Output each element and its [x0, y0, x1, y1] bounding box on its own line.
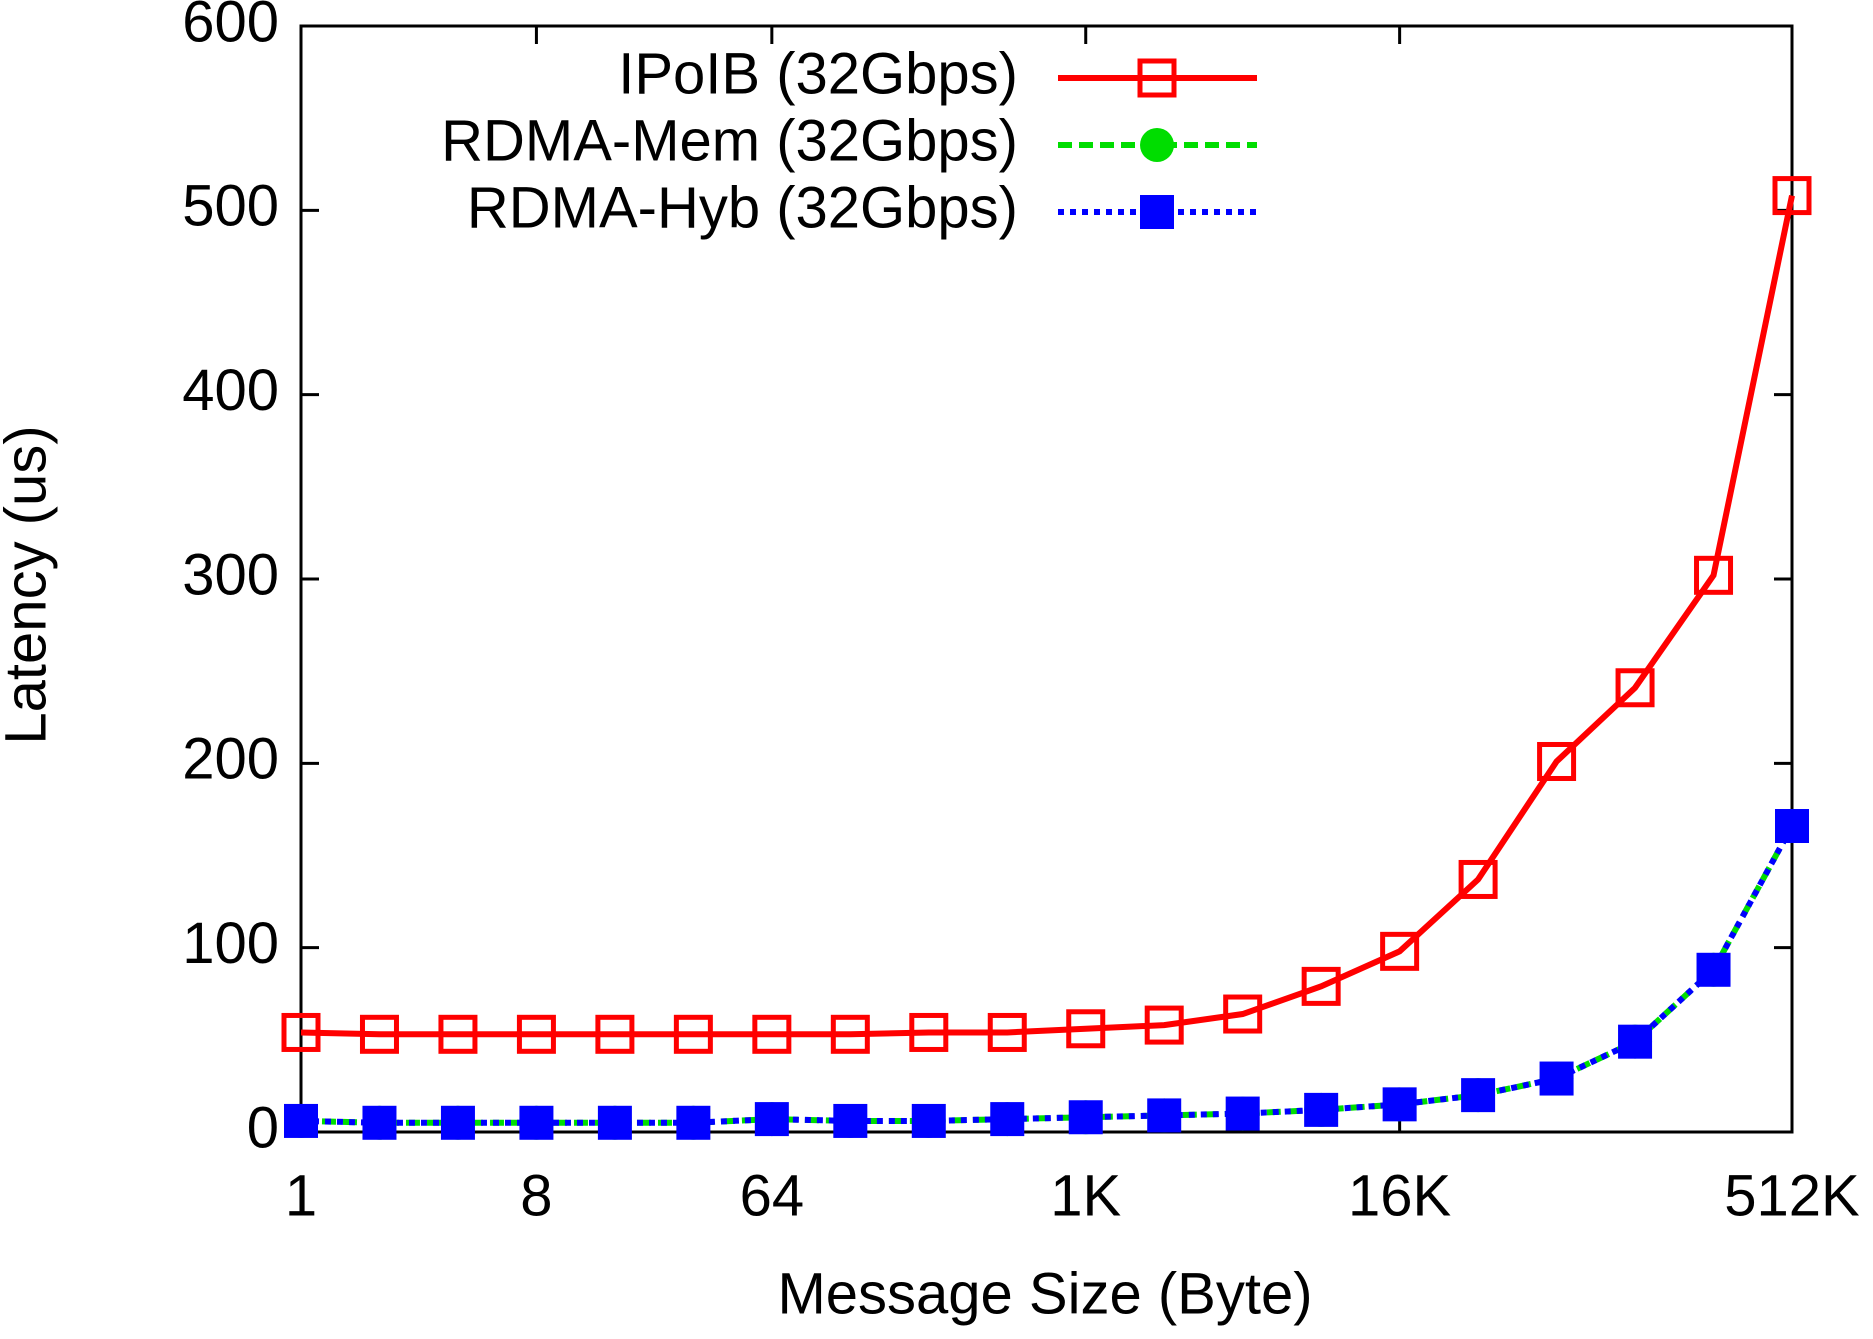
x-axis-label: Message Size (Byte)	[777, 1261, 1312, 1326]
marker	[673, 1014, 713, 1054]
marker	[284, 1103, 318, 1138]
legend-label: RDMA-Mem (32Gbps)	[441, 108, 1018, 173]
legend-marker	[1137, 58, 1177, 98]
x-tick-label: 512K	[1724, 1163, 1860, 1228]
y-tick-label: 500	[182, 174, 279, 239]
marker	[676, 1105, 711, 1140]
x-tick-label: 16K	[1348, 1163, 1452, 1228]
marker	[1458, 859, 1498, 899]
marker	[1066, 1009, 1106, 1049]
marker	[1537, 741, 1577, 781]
marker	[1461, 1078, 1496, 1113]
marker	[1615, 668, 1655, 708]
legend-marker	[1140, 128, 1174, 162]
marker	[1301, 966, 1341, 1006]
marker	[516, 1014, 556, 1054]
x-tick-label: 1	[285, 1163, 317, 1228]
marker	[1772, 176, 1812, 216]
y-tick-label: 100	[182, 911, 279, 976]
marker	[752, 1014, 792, 1054]
y-tick-label: 200	[182, 727, 279, 792]
marker	[754, 1102, 789, 1137]
series-line	[300, 194, 1795, 1038]
legend-marker	[1140, 195, 1174, 229]
marker	[1696, 952, 1731, 987]
marker	[1068, 1100, 1103, 1135]
marker	[1694, 555, 1734, 595]
marker	[359, 1014, 399, 1054]
marker	[438, 1014, 478, 1054]
marker	[362, 1105, 397, 1140]
x-tick-label: 64	[740, 1163, 805, 1228]
marker	[1223, 994, 1263, 1034]
marker	[1147, 1098, 1182, 1133]
marker	[281, 1012, 321, 1052]
marker	[1775, 809, 1809, 844]
marker	[987, 1012, 1027, 1052]
legend-label: RDMA-Hyb (32Gbps)	[467, 175, 1018, 240]
y-axis-label: Latency (us)	[0, 425, 58, 744]
marker	[909, 1012, 949, 1052]
x-tick-label: 8	[520, 1163, 552, 1228]
marker	[1539, 1061, 1574, 1096]
marker	[990, 1102, 1025, 1137]
marker	[1225, 1096, 1260, 1131]
marker	[595, 1014, 635, 1054]
marker	[1144, 1005, 1184, 1045]
marker	[1382, 1087, 1417, 1122]
marker	[911, 1103, 946, 1138]
marker	[1380, 931, 1420, 971]
y-tick-label: 300	[182, 542, 279, 607]
y-tick-label: 0	[247, 1095, 279, 1160]
marker	[519, 1105, 554, 1140]
marker	[440, 1105, 475, 1140]
series-line	[300, 824, 1795, 1126]
y-tick-label: 600	[182, 0, 279, 54]
marker	[833, 1103, 868, 1138]
marker	[830, 1014, 870, 1054]
y-tick-label: 400	[182, 358, 279, 423]
x-tick-label: 1K	[1050, 1163, 1121, 1228]
marker	[1304, 1092, 1339, 1127]
marker	[597, 1105, 632, 1140]
marker	[1618, 1024, 1653, 1059]
legend-label: IPoIB (32Gbps)	[618, 41, 1018, 106]
